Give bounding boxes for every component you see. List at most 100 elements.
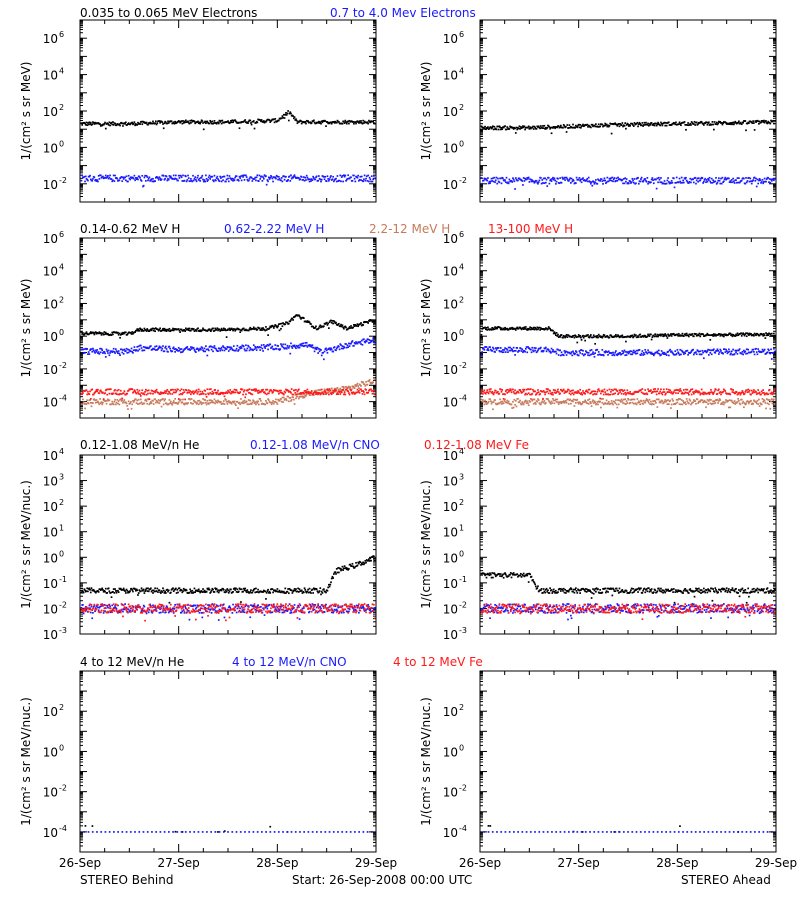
data-point <box>190 329 192 332</box>
data-point <box>489 126 492 128</box>
data-point <box>251 401 254 404</box>
data-point <box>680 353 682 356</box>
data-point <box>500 182 503 185</box>
data-point <box>677 352 680 355</box>
data-point <box>328 122 331 125</box>
data-point <box>312 325 314 328</box>
data-point <box>157 328 159 331</box>
data-point <box>289 396 292 399</box>
data-point <box>340 344 342 347</box>
data-point <box>492 328 494 331</box>
data-point <box>121 333 124 335</box>
data-point <box>187 174 189 177</box>
data-point <box>172 401 174 404</box>
data-point <box>290 174 292 177</box>
data-point <box>493 125 496 128</box>
data-point <box>121 351 124 354</box>
data-point <box>539 329 541 331</box>
data-point <box>368 378 371 381</box>
data-point <box>709 338 712 341</box>
data-point <box>484 125 486 128</box>
data-point <box>310 323 312 325</box>
data-point <box>502 351 505 354</box>
data-point <box>733 182 736 184</box>
data-point <box>532 125 534 128</box>
data-point <box>215 393 218 395</box>
data-point <box>198 348 201 351</box>
data-point <box>761 333 764 336</box>
data-point <box>353 177 356 180</box>
data-point <box>355 384 358 386</box>
data-point <box>328 347 331 350</box>
data-point <box>137 403 139 405</box>
data-point <box>607 180 610 183</box>
data-point <box>563 176 566 179</box>
data-point <box>663 180 666 182</box>
data-point <box>720 350 722 352</box>
data-point <box>487 349 490 352</box>
data-point <box>175 178 178 180</box>
data-point <box>370 382 372 385</box>
data-point <box>285 399 288 402</box>
data-point <box>307 320 310 323</box>
data-point <box>615 177 618 180</box>
data-point <box>237 179 240 182</box>
data-point <box>735 181 738 184</box>
data-point <box>287 119 290 122</box>
data-point <box>170 400 172 403</box>
data-point <box>621 179 624 181</box>
data-point <box>204 390 207 392</box>
data-point <box>186 402 189 405</box>
data-point <box>765 332 767 334</box>
data-point <box>367 391 370 394</box>
data-point <box>320 122 322 125</box>
data-point <box>192 390 194 393</box>
data-point <box>242 402 245 405</box>
data-point <box>182 120 184 122</box>
data-point <box>205 122 207 125</box>
data-point <box>620 178 622 181</box>
data-point <box>767 177 770 179</box>
data-point <box>659 124 662 127</box>
data-point <box>197 348 199 350</box>
data-point <box>637 336 640 338</box>
data-point <box>89 398 92 400</box>
data-point <box>488 180 491 183</box>
data-point <box>281 115 284 117</box>
data-point <box>239 403 242 406</box>
data-point <box>254 345 257 348</box>
data-point <box>129 401 132 403</box>
data-point <box>250 123 253 126</box>
data-point <box>248 328 251 331</box>
data-point <box>315 348 318 351</box>
data-point <box>499 328 502 331</box>
data-point <box>373 341 376 344</box>
data-point <box>294 392 297 394</box>
data-point <box>359 323 362 325</box>
data-point <box>358 122 360 124</box>
data-point <box>261 347 264 350</box>
data-point <box>370 319 373 322</box>
data-point <box>250 122 252 124</box>
data-point <box>763 119 765 122</box>
data-point <box>321 121 324 124</box>
data-point <box>579 335 581 337</box>
data-point <box>688 123 691 126</box>
data-point <box>689 177 692 180</box>
data-point <box>89 121 92 124</box>
data-point <box>326 324 329 326</box>
data-point <box>163 122 166 125</box>
data-point <box>235 328 238 331</box>
data-point <box>712 123 714 126</box>
data-point <box>601 123 604 126</box>
data-point <box>643 353 646 356</box>
data-point <box>143 402 146 405</box>
data-point <box>142 349 144 352</box>
data-point <box>723 348 726 351</box>
data-point <box>723 333 726 336</box>
data-point <box>140 120 143 123</box>
data-point <box>136 123 139 126</box>
data-point <box>706 180 709 183</box>
data-point <box>651 177 654 179</box>
data-point <box>623 124 626 127</box>
